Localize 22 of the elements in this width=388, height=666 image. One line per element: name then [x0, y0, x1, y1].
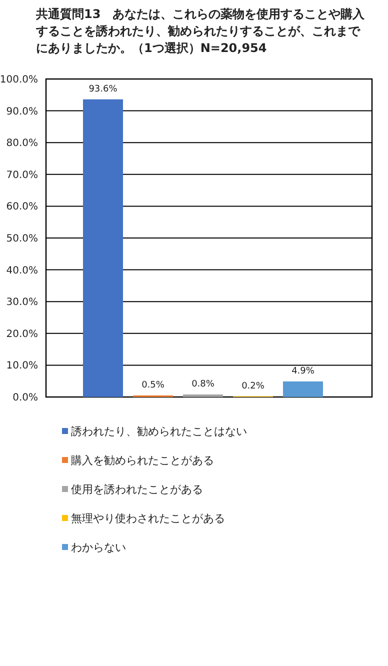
- legend-label: わからない: [71, 541, 126, 554]
- text: 0.2%: [242, 381, 264, 392]
- y-tick-label: 40.0%: [6, 265, 38, 276]
- y-tick-label: 30.0%: [6, 297, 38, 308]
- y-tick-label: 60.0%: [6, 202, 38, 213]
- y-tick-label: 20.0%: [6, 328, 38, 340]
- y-tick-label: 90.0%: [6, 106, 38, 118]
- text: 0.8%: [192, 379, 214, 390]
- text: 0.5%: [142, 380, 164, 390]
- y-tick-label: 70.0%: [6, 170, 38, 181]
- y-tick-label: 100.0%: [0, 74, 38, 86]
- text: 4.9%: [292, 366, 314, 376]
- y-tick-label: 80.0%: [6, 138, 38, 150]
- legend-label: 購入を勧められたことがある: [71, 454, 214, 467]
- title: 共通質問13 あなたは、これらの薬物を使用することや購入することを誘われたり、勧められたりすることが、これまでにありましたか。（1つ選択）N=20,954: [36, 7, 365, 55]
- y-tick-label: 50.0%: [6, 234, 38, 244]
- legend-label: 無理やり使わされたことがある: [71, 512, 225, 525]
- legend-label: 誘われたり、勧められたことはない: [71, 425, 247, 438]
- text: 93.6%: [88, 84, 118, 94]
- y-tick-label: 10.0%: [6, 360, 38, 372]
- legend-label: 使用を誘われたことがある: [71, 483, 203, 496]
- y-tick-label: 0.0%: [12, 392, 38, 404]
